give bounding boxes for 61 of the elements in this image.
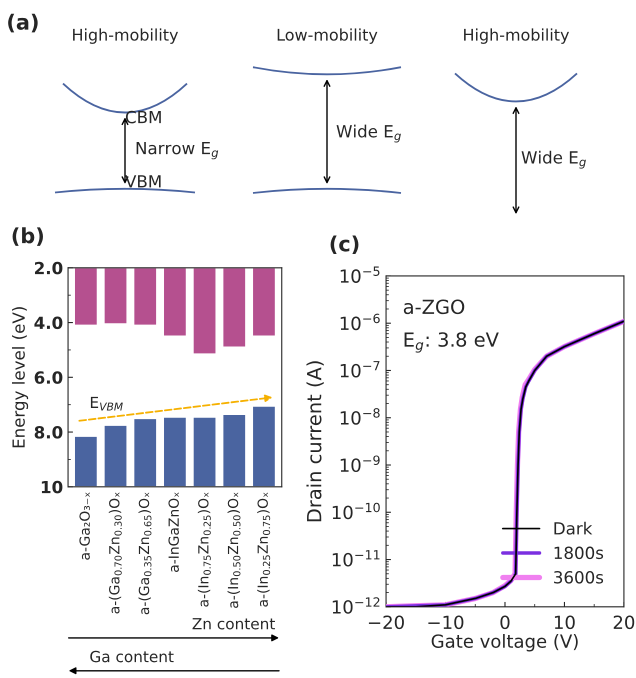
- bar: [222, 268, 247, 348]
- x-tick-label: a-InGaZnOₓ: [168, 492, 179, 572]
- bar: [222, 414, 247, 487]
- legend-label: Dark: [554, 522, 592, 535]
- y-tick-label: 10$^{−6}$: [340, 314, 380, 330]
- legend-label: 1800s: [554, 546, 604, 560]
- bar: [132, 268, 158, 326]
- y-tick-label: 10$^{−9}$: [340, 455, 380, 472]
- text: (a): [8, 14, 38, 32]
- x-tick-label: a-(In$_{0.75}$Zn$_{0.25}$)Oₓ: [198, 492, 211, 607]
- x-tick-label: 10: [554, 615, 575, 630]
- x-tick-label: a-(Ga$_{0.35}$Zn$_{0.65}$)Oₓ: [138, 492, 152, 614]
- x-axis-title: Gate voltage (V): [432, 634, 578, 652]
- y-tick-label: 4.0: [34, 316, 62, 330]
- bar: [252, 268, 276, 337]
- bar: [74, 435, 98, 487]
- bar: [74, 268, 98, 326]
- text: VBM: [125, 175, 161, 188]
- bar: [162, 268, 188, 337]
- text: CBM: [126, 110, 161, 124]
- y-tick-label: 10$^{−7}$: [340, 361, 380, 378]
- x-tick-label: a-(In$_{0.50}$Zn$_{0.50}$)Oₓ: [228, 492, 240, 608]
- text: Wide E$_{g}$: [336, 124, 401, 142]
- bar: [162, 416, 188, 487]
- x-tick-label: −10: [428, 615, 464, 630]
- y-tick-label: 10$^{−8}$: [340, 408, 380, 425]
- x-tick-label: a-Ga₂O₃₋ₓ: [79, 492, 90, 560]
- text: Ga content: [90, 650, 174, 662]
- y-tick-label: 2.0: [34, 262, 62, 274]
- y-tick-label: 6.0: [34, 371, 62, 384]
- y-tick-label: 8.0: [34, 426, 62, 439]
- bar: [103, 424, 128, 487]
- y-tick-label: 10$^{−5}$: [340, 266, 380, 283]
- legend-label: 3600s: [554, 570, 604, 584]
- bar: [132, 418, 158, 487]
- y-axis-title: Drain current (A): [306, 361, 324, 522]
- annotation: a-ZGO: [404, 299, 464, 314]
- text: Wide E$_{g}$: [522, 150, 586, 169]
- y-tick-label: 10$^{−10}$: [332, 502, 380, 520]
- annotation: E$_{g}$: 3.8 eV: [404, 332, 499, 353]
- chart-title: (b): [12, 227, 43, 246]
- x-tick-label: −20: [368, 615, 404, 630]
- y-tick-label: 10$^{−12}$: [332, 597, 380, 614]
- text: Narrow E$_{g}$: [136, 142, 218, 160]
- text: Zn content: [192, 618, 275, 630]
- x-tick-label: 20: [614, 615, 634, 630]
- chart-title: (c): [330, 235, 358, 254]
- text: High-mobility: [464, 28, 570, 44]
- x-tick-label: 0: [500, 615, 510, 630]
- text: Low-mobility: [278, 28, 378, 44]
- annotation: E$_{VBM}$: [90, 396, 123, 410]
- bar: [192, 416, 217, 487]
- text: High-mobility: [73, 28, 178, 44]
- y-tick-label: 10: [42, 480, 62, 494]
- y-tick-label: 10$^{−11}$: [332, 550, 380, 567]
- x-tick-label: a-(In$_{0.25}$Zn$_{0.75}$)Oₓ: [257, 492, 270, 607]
- bar: [252, 405, 276, 487]
- bar: [103, 268, 128, 325]
- y-axis-title: Energy level (eV): [12, 307, 28, 448]
- bar: [192, 268, 217, 355]
- x-tick-label: a-(Ga$_{0.70}$Zn$_{0.30}$)Oₓ: [108, 492, 122, 614]
